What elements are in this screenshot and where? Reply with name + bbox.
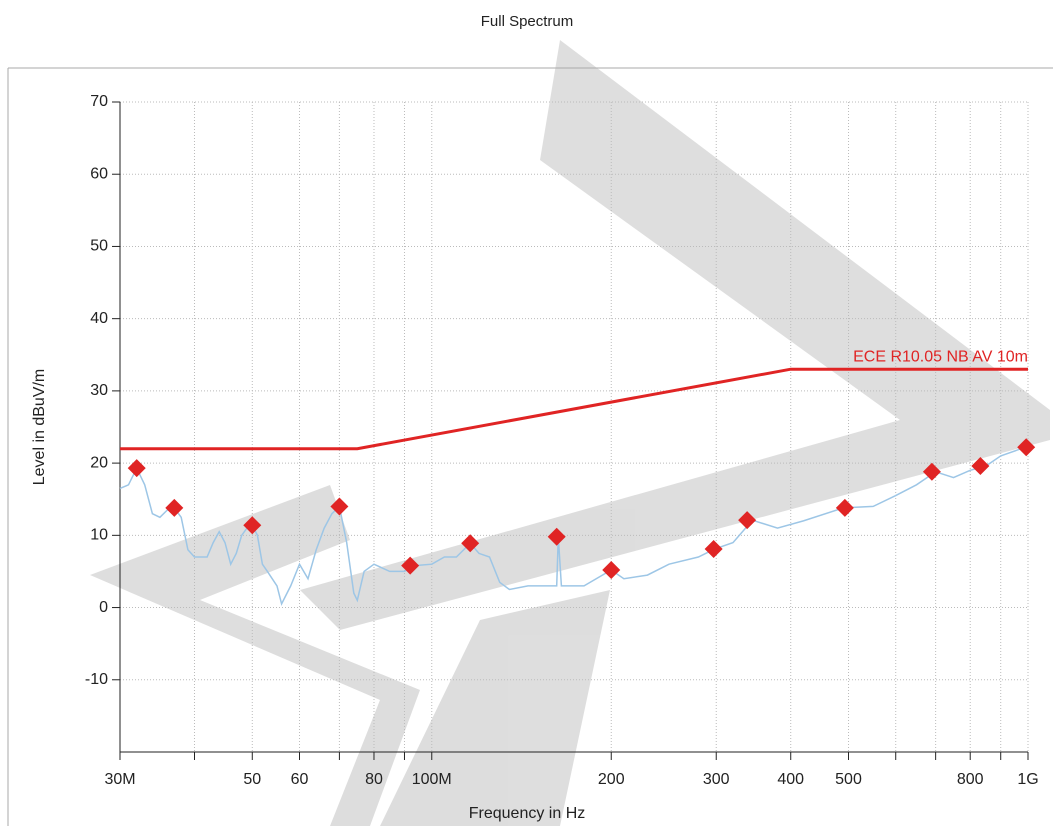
x-tick-label: 200 (598, 771, 625, 788)
peak-marker (704, 540, 723, 559)
y-axis-label: Level in dBuV/m (31, 369, 48, 486)
y-tick-label: 70 (90, 93, 108, 110)
watermark (90, 40, 1050, 826)
series-line (119, 446, 1029, 607)
peak-marker (1017, 438, 1036, 457)
peak-marker (243, 516, 262, 535)
series-line (120, 367, 1028, 451)
peak-marker (165, 498, 184, 517)
x-tick-label: 50 (243, 771, 261, 788)
limit-label: ECE R10.05 NB AV 10m (853, 348, 1028, 365)
peak-marker (971, 457, 990, 475)
peak-marker (461, 534, 480, 553)
y-tick-label: 60 (90, 165, 108, 182)
x-axis-label: Frequency in Hz (469, 805, 586, 822)
peak-marker (922, 462, 941, 481)
y-tick-label: 20 (90, 454, 108, 471)
peak-marker (602, 561, 621, 579)
x-tick-label: 60 (291, 771, 309, 788)
chart-title: Full Spectrum (481, 13, 574, 30)
y-tick-label: 30 (90, 382, 108, 399)
peak-marker (547, 527, 566, 546)
x-tick-label: 100M (412, 771, 452, 788)
peak-marker (127, 459, 146, 478)
peak-marker (738, 511, 757, 530)
peak-marker (330, 497, 349, 516)
y-tick-label: 50 (90, 238, 108, 255)
y-tick-label: -10 (85, 671, 108, 688)
y-tick-label: 40 (90, 310, 108, 327)
x-tick-label: 30M (104, 771, 135, 788)
peak-marker (835, 498, 854, 517)
x-tick-label: 400 (777, 771, 804, 788)
y-tick-label: 0 (99, 599, 108, 616)
peak-marker (401, 556, 420, 575)
x-tick-label: 300 (703, 771, 730, 788)
x-tick-label: 800 (957, 771, 984, 788)
x-tick-label: 1G (1017, 771, 1038, 788)
x-tick-label: 80 (365, 771, 383, 788)
x-tick-label: 500 (835, 771, 862, 788)
y-tick-label: 10 (90, 527, 108, 544)
